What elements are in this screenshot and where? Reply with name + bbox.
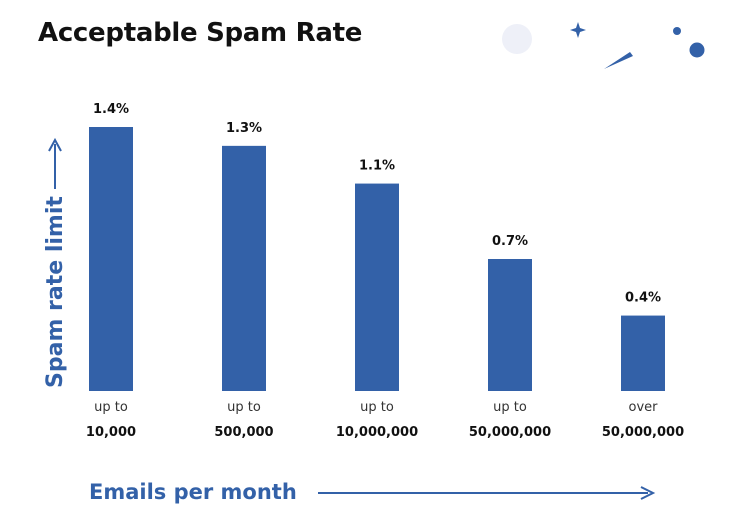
y-axis-group: Spam rate limit bbox=[43, 137, 68, 388]
bar-4 bbox=[488, 259, 532, 391]
category-label-line1: up to bbox=[360, 400, 394, 415]
bar-2 bbox=[222, 145, 266, 391]
circle-decoration bbox=[502, 24, 532, 54]
comet-icon bbox=[604, 52, 633, 69]
category-label-line1: over bbox=[629, 400, 659, 415]
bar-value-label: 0.4% bbox=[625, 291, 661, 306]
y-axis-arrow-head bbox=[48, 137, 62, 152]
x-axis-group: Emails per month bbox=[89, 480, 656, 504]
category-label-line1: up to bbox=[94, 400, 128, 415]
chart-title: Acceptable Spam Rate bbox=[38, 18, 363, 48]
bar-value-label: 0.7% bbox=[492, 234, 528, 249]
bar-3 bbox=[355, 183, 399, 391]
bar-value-label: 1.1% bbox=[359, 159, 395, 174]
category-label-line1: up to bbox=[493, 400, 527, 415]
dot-decoration-large bbox=[689, 42, 705, 58]
y-axis-label: Spam rate limit bbox=[43, 196, 68, 388]
category-label-line1: up to bbox=[227, 400, 261, 415]
bars-group: 1.4% up to 10,000 1.3% up to 500,000 1.1% up to… bbox=[86, 102, 684, 440]
category-label-line2: 50,000,000 bbox=[469, 425, 551, 440]
category-label-line2: 10,000,000 bbox=[336, 425, 418, 440]
category-label-line2: 50,000,000 bbox=[602, 425, 684, 440]
sparkle-star-icon bbox=[570, 22, 586, 38]
bar-value-label: 1.4% bbox=[93, 102, 129, 117]
category-label-line2: 10,000 bbox=[86, 425, 136, 440]
dot-decoration bbox=[673, 27, 681, 35]
category-label-line2: 500,000 bbox=[214, 425, 273, 440]
x-axis-arrow-head bbox=[640, 486, 656, 500]
bar-1 bbox=[89, 127, 133, 391]
x-axis-label: Emails per month bbox=[89, 480, 297, 504]
bar-value-label: 1.3% bbox=[226, 121, 262, 136]
bar-5 bbox=[621, 315, 665, 391]
